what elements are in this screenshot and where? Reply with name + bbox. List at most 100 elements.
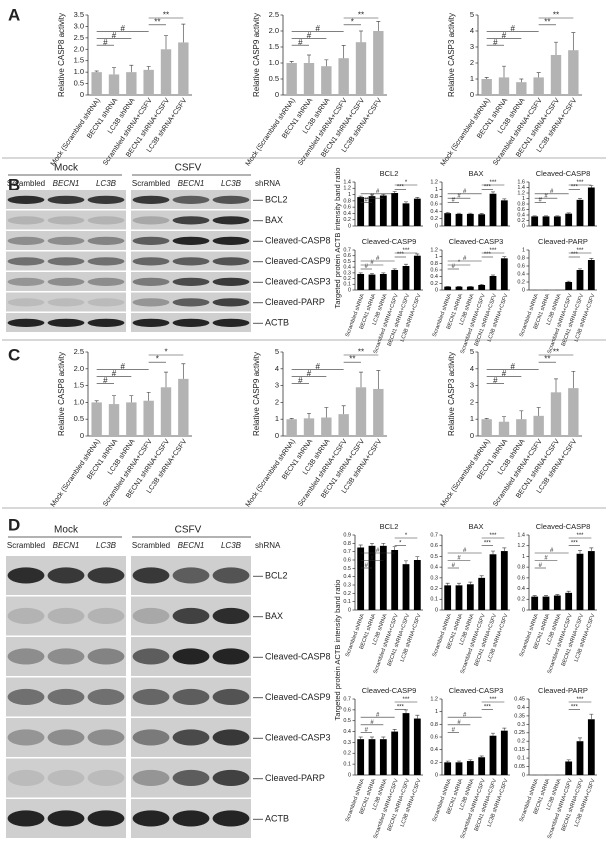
blot-band [132,688,170,706]
blot-band [212,236,250,245]
significance-label: *** [489,697,497,703]
protein-label: Cleaved-CASP9 [265,692,331,702]
significance-label: # [365,264,369,270]
y-axis-label: Relative CASP3 activity [447,352,456,436]
error-bar [289,61,294,63]
y-tick-label: 0.4 [517,586,525,592]
error-bar [491,191,495,194]
y-tick-label: 3 [275,381,279,390]
y-tick-label: 5 [470,347,474,356]
y-tick-label: 0.3 [430,575,438,581]
significance-label: * [351,17,354,26]
significance-label: *** [397,705,405,711]
bar [357,739,365,775]
error-bar [370,542,374,546]
blot-band [212,567,250,584]
blot-band [172,277,210,286]
y-tick-label: 0.15 [514,747,525,753]
blot-band [87,607,125,625]
y-tick-label: 0.5 [269,74,279,83]
error-bar [578,198,582,200]
error-bar [370,273,374,275]
lane-label: LC3B [221,541,242,550]
lane-label: LC3B [96,179,117,188]
chart-title: Cleaved-CASP8 [536,522,591,531]
y-tick-label: 0.5 [343,718,351,724]
group-label: Mock [54,163,79,174]
y-tick-label: 0 [470,431,474,440]
chart-title: Cleaved-CASP9 [362,237,417,246]
significance-label: # [544,193,548,199]
y-tick-label: 0 [80,431,84,440]
blot-row [6,231,126,250]
error-bar [164,35,168,50]
y-tick-label: 1.5 [269,42,279,51]
blot-band [87,567,125,584]
y-tick-label: 1.2 [430,696,438,702]
significance-label: # [493,38,498,47]
y-tick-label: 0 [522,607,525,613]
significance-label: ** [358,11,364,20]
error-bar [555,594,560,596]
y-tick-label: 0.6 [517,207,525,213]
y-tick-label: 0 [275,90,279,99]
y-tick-label: 2.5 [74,33,84,42]
panel-letter: C [8,345,20,364]
error-bar [404,263,408,266]
error-bar [112,395,116,405]
blot-row [6,210,126,230]
y-tick-label: 1 [522,554,525,560]
bar [357,547,365,610]
error-bar [457,582,461,586]
y-tick-label: 1.0 [74,67,84,76]
y-tick-label: 0.3 [343,582,351,588]
y-tick-label: 0.8 [343,198,351,204]
error-bar [392,546,397,550]
chart-title: Cleaved-CASP3 [449,686,504,695]
y-tick-label: 0.5 [343,566,351,572]
y-tick-label: 0.4 [430,747,438,753]
error-bar [468,581,473,585]
y-tick-label: 0 [348,287,351,293]
y-tick-label: 0.25 [514,730,525,736]
error-bar [544,215,548,217]
blot-band [7,257,45,266]
bar [531,216,539,226]
group-label: Mock [54,525,79,536]
blot-band [87,236,125,245]
blot-band [87,298,125,307]
blot-band [7,195,45,204]
error-bar [571,32,576,51]
lane-label: BECN1 [178,179,205,188]
y-tick-label: 0 [522,287,525,293]
significance-label: # [120,362,125,371]
y-tick-label: 1 [348,192,351,198]
y-tick-label: 0.6 [517,575,525,581]
bar [444,213,452,226]
error-bar [484,418,489,420]
error-bar [491,550,495,555]
error-bar [358,195,363,198]
blot-band [47,729,85,746]
blot-band [132,567,170,584]
y-tick-label: 0.3 [517,722,525,728]
y-tick-label: 0 [348,772,351,778]
y-tick-label: 0.1 [430,597,438,603]
blot-band [47,607,85,625]
significance-label: ** [544,355,550,364]
error-bar [289,418,294,420]
blot-band [212,195,250,204]
bar [550,392,562,436]
blot-band [172,810,210,827]
y-tick-label: 0.8 [430,194,438,200]
bar [368,739,376,775]
bar [500,258,508,290]
y-tick-label: 0.5 [74,79,84,88]
y-tick-label: 2.5 [269,10,279,19]
blot-band [87,769,125,787]
bar [143,69,154,95]
y-tick-label: 1.4 [343,179,351,185]
bar [357,274,365,290]
y-axis-label: Relative CASP3 activity [447,13,456,97]
y-tick-label: 0.4 [343,265,351,271]
